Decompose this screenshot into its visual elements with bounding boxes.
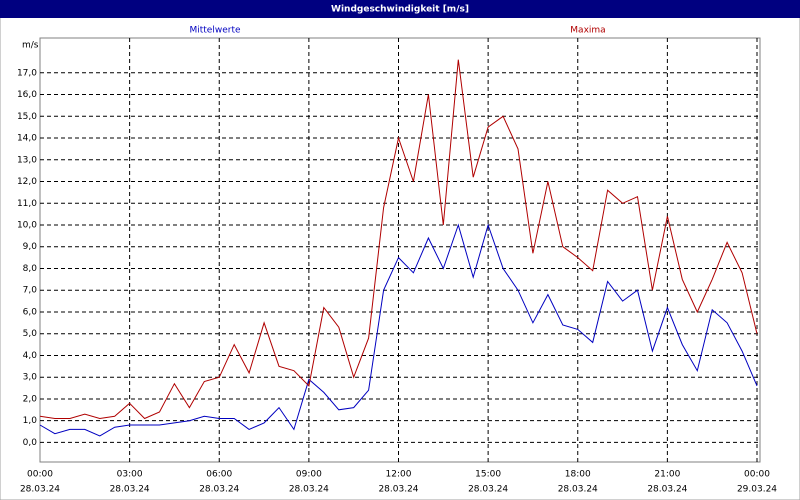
x-tick-label: 09:00	[296, 470, 322, 480]
x-tick-label: 00:00	[744, 470, 770, 480]
legend-entry: Maxima	[570, 26, 605, 36]
x-tick-date: 28.03.24	[647, 485, 687, 495]
y-tick-label: 1,0	[23, 416, 38, 426]
x-tick-label: 12:00	[386, 470, 412, 480]
x-tick-date: 28.03.24	[558, 485, 598, 495]
y-tick-label: 13,0	[17, 155, 37, 165]
y-tick-label: 15,0	[17, 112, 37, 122]
series-line	[39, 223, 758, 437]
title-bar	[0, 0, 800, 18]
plot-frame	[39, 37, 761, 463]
legend-entry: Mittelwerte	[189, 26, 240, 36]
y-tick-label: 5,0	[23, 329, 38, 339]
y-tick-label: 9,0	[23, 242, 38, 252]
x-tick-label: 15:00	[475, 470, 501, 480]
y-tick-label: 7,0	[23, 286, 38, 296]
x-tick-date: 28.03.24	[468, 485, 508, 495]
x-tick-date: 28.03.24	[289, 485, 329, 495]
x-tick-label: 21:00	[654, 470, 680, 480]
chart-title: Windgeschwindigkeit [m/s]	[331, 5, 469, 15]
x-tick-date: 28.03.24	[20, 485, 60, 495]
x-tick-label: 06:00	[206, 470, 232, 480]
y-tick-label: 2,0	[23, 394, 38, 404]
y-tick-label: 12,0	[17, 177, 37, 187]
series-line	[39, 59, 758, 420]
y-tick-label: 3,0	[23, 373, 38, 383]
y-unit: m/s	[22, 41, 39, 51]
x-tick-label: 03:00	[117, 470, 143, 480]
x-tick-label: 18:00	[565, 470, 591, 480]
x-tick-date: 29.03.24	[737, 485, 777, 495]
x-tick-date: 28.03.24	[199, 485, 239, 495]
y-tick-label: 8,0	[23, 264, 38, 274]
y-tick-label: 4,0	[23, 351, 38, 361]
y-tick-label: 17,0	[17, 68, 37, 78]
x-tick-label: 00:00	[27, 470, 53, 480]
y-tick-label: 0,0	[23, 438, 38, 448]
y-tick-label: 14,0	[17, 134, 37, 144]
y-tick-label: 11,0	[17, 199, 37, 209]
y-tick-label: 10,0	[17, 220, 37, 230]
x-tick-date: 28.03.24	[378, 485, 418, 495]
y-tick-label: 6,0	[23, 307, 38, 317]
y-tick-label: 16,0	[17, 90, 37, 100]
x-tick-date: 28.03.24	[110, 485, 150, 495]
